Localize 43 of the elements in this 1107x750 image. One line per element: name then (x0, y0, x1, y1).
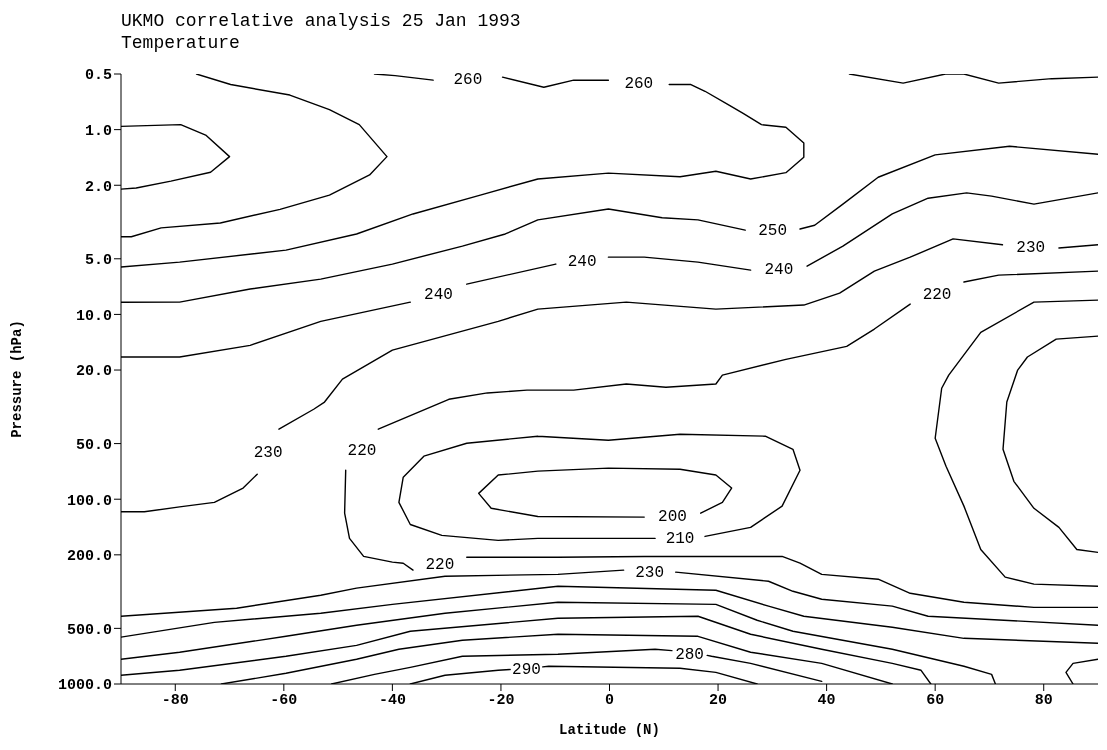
x-tick-label: 80 (1034, 691, 1053, 709)
chart-subtitle: Temperature (121, 32, 241, 54)
y-tick-label: 500.0 (66, 621, 112, 639)
series-label: 230 (635, 563, 665, 582)
text: 240 (764, 260, 794, 279)
text: 240 (424, 285, 453, 304)
y-tick-label: 100.0 (66, 492, 112, 510)
line-series (848, 74, 1098, 84)
y-axis-title: Pressure (hPa) (8, 320, 25, 438)
y-tick-label: 200.0 (66, 548, 112, 566)
text: 220 (922, 285, 952, 304)
y-tick-label: 1000.0 (57, 677, 112, 695)
x-tick-label: -80 (161, 691, 189, 709)
y-tick-label: 10.0 (75, 307, 112, 325)
x-axis-title: Latitude (N) (559, 722, 660, 738)
series-label: 290 (512, 660, 541, 679)
line-series (1002, 335, 1098, 554)
y-tick-label: 5.0 (84, 252, 112, 270)
series-label: 200 (658, 507, 687, 526)
line-series (934, 299, 1098, 587)
y-tick-label: 2.0 (84, 178, 112, 196)
x-tick-label: 40 (817, 691, 836, 709)
x-tick-label: -40 (378, 691, 406, 709)
x-tick-label: -60 (270, 691, 298, 709)
series-label: 260 (624, 75, 654, 94)
series-label: 250 (758, 222, 788, 241)
chart-title: UKMO correlative analysis 25 Jan 1993 (121, 10, 521, 32)
series-label: 210 (665, 530, 695, 549)
text: 220 (425, 556, 455, 575)
text: 260 (453, 71, 483, 90)
series-label: 220 (347, 442, 377, 461)
series-label: 230 (253, 444, 283, 463)
series-label: 240 (567, 253, 597, 272)
y-tick-label: 1.0 (84, 122, 112, 140)
series-label: 280 (675, 645, 704, 664)
x-tick-label: -20 (487, 691, 515, 709)
x-tick-label: 0 (604, 691, 615, 709)
y-tick-label: 0.5 (84, 67, 112, 85)
y-tick-label: 20.0 (75, 363, 112, 381)
y-tick-label: 50.0 (75, 436, 112, 454)
x-tick-label: 20 (709, 691, 728, 709)
text: 230 (1016, 239, 1046, 258)
x-tick-label: 60 (926, 691, 945, 709)
